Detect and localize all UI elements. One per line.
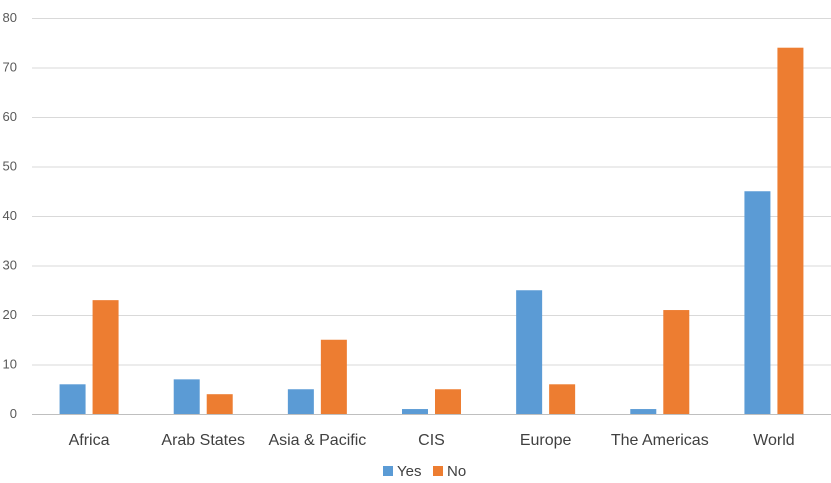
- x-category-label: Asia & Pacific: [268, 432, 366, 449]
- bar-yes: [630, 409, 656, 414]
- legend-label-no: No: [447, 463, 466, 480]
- bar-yes: [174, 379, 200, 414]
- x-category-label: Africa: [69, 432, 110, 449]
- bar-yes: [744, 191, 770, 414]
- y-tick-label: 10: [3, 357, 17, 372]
- y-axis-tick-labels: 0 10 20 30 40 50 60 70 80: [3, 10, 17, 421]
- y-tick-label: 30: [3, 258, 17, 273]
- x-category-label: Europe: [520, 432, 572, 449]
- legend: Yes No: [383, 463, 466, 480]
- bar-no: [93, 300, 119, 414]
- y-tick-label: 50: [3, 159, 17, 174]
- bar-no: [663, 310, 689, 414]
- bar-yes: [516, 290, 542, 414]
- bar-yes: [60, 384, 86, 414]
- legend-swatch-yes: [383, 466, 393, 476]
- x-category-label: The Americas: [611, 432, 709, 449]
- x-category-label: Arab States: [161, 432, 245, 449]
- y-tick-label: 60: [3, 109, 17, 124]
- x-category-label: CIS: [418, 432, 445, 449]
- bar-no: [207, 394, 233, 414]
- x-axis-category-labels: Africa Arab States Asia & Pacific CIS Europe…: [69, 432, 795, 449]
- bar-no: [549, 384, 575, 414]
- bar-no: [777, 48, 803, 414]
- legend-label-yes: Yes: [397, 463, 421, 480]
- y-tick-label: 0: [10, 406, 17, 421]
- bar-yes: [402, 409, 428, 414]
- bar-series: [60, 48, 804, 414]
- y-tick-label: 80: [3, 10, 17, 25]
- y-tick-label: 40: [3, 208, 17, 223]
- y-tick-label: 20: [3, 307, 17, 322]
- y-tick-label: 70: [3, 60, 17, 75]
- gridlines: [32, 19, 831, 415]
- bar-no: [321, 340, 347, 414]
- x-category-label: World: [753, 432, 795, 449]
- legend-swatch-no: [433, 466, 443, 476]
- bar-yes: [288, 389, 314, 414]
- bar-no: [435, 389, 461, 414]
